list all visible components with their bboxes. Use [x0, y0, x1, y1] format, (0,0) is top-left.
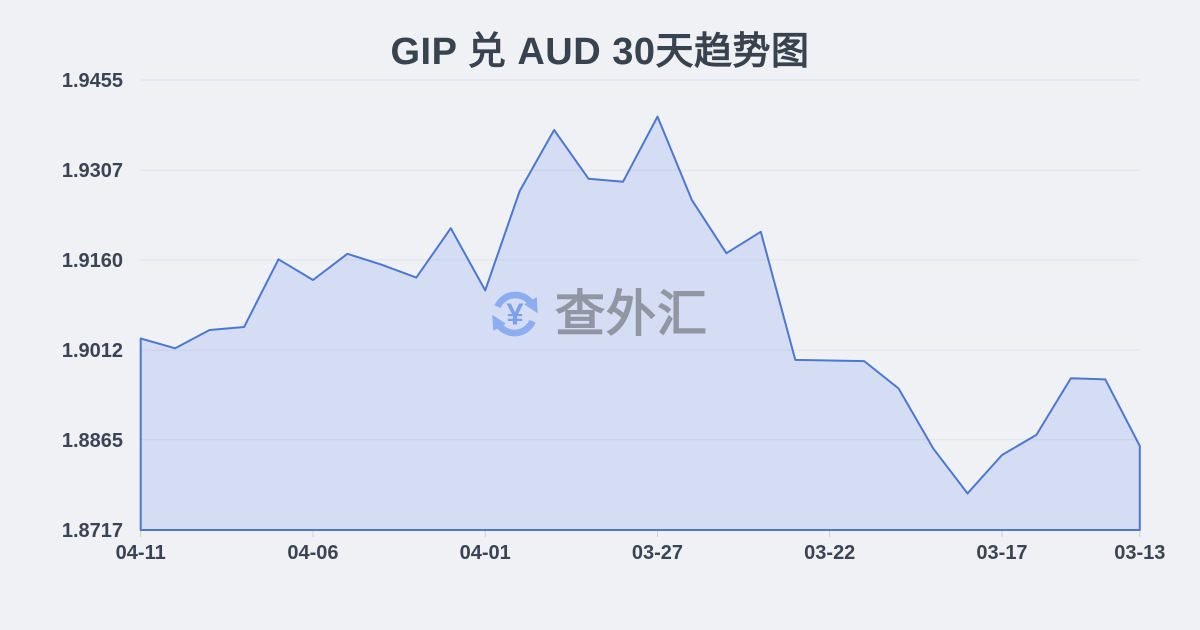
area-fill: [139, 115, 1141, 531]
x-axis-labels: 04-11 04-06 04-01 03-27 03-22 03-17 03-13: [116, 542, 1166, 564]
x-axis-label: 03-13: [1114, 542, 1165, 564]
y-axis-label: 1.8865: [62, 430, 123, 452]
x-tick-marks: [140, 531, 1141, 537]
y-axis-labels: 1.9455 1.9307 1.9160 1.9012 1.8865 1.8717: [62, 70, 123, 542]
y-axis-label: 1.9012: [62, 340, 123, 362]
currency-exchange-icon: ¥: [492, 291, 538, 337]
y-axis-label: 1.9455: [62, 70, 123, 92]
x-axis-label: 04-11: [116, 542, 166, 564]
x-axis-label: 04-06: [287, 542, 338, 564]
x-axis-label: 03-27: [632, 542, 683, 564]
x-axis-label: 03-22: [804, 542, 855, 564]
watermark: ¥ 查外汇: [484, 285, 708, 343]
chart-title: GIP 兑 AUD 30天趋势图: [390, 31, 810, 73]
watermark-text: 查外汇: [555, 286, 708, 342]
x-axis-label: 03-17: [976, 542, 1027, 564]
y-axis-label: 1.9160: [62, 250, 123, 272]
y-axis-label: 1.9307: [62, 160, 123, 182]
y-axis-label: 1.8717: [62, 520, 123, 542]
yuan-symbol: ¥: [506, 296, 524, 331]
x-axis-label: 04-01: [460, 542, 511, 564]
